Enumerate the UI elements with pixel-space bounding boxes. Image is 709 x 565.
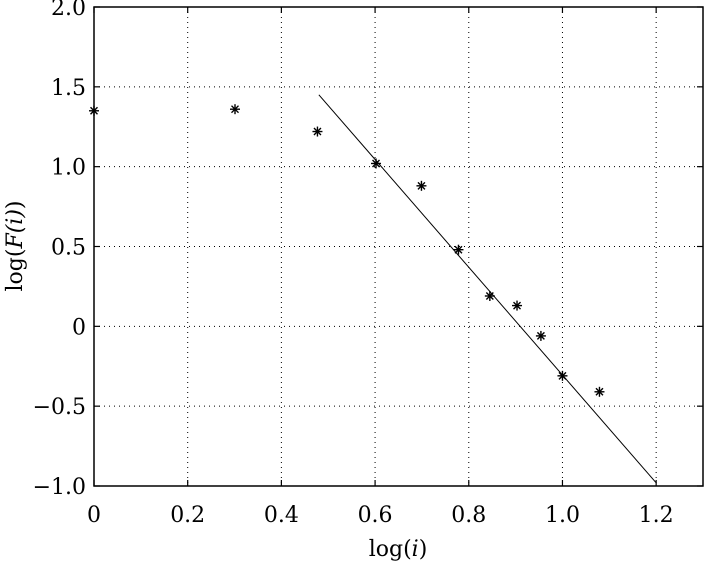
y-tick-label: −0.5 (33, 395, 86, 420)
data-point (371, 158, 382, 169)
x-tick-labels: 0 0.2 0.4 0.6 0.8 1.0 1.2 (87, 503, 674, 528)
x-axis-label: log(i) (369, 537, 428, 562)
y-tick-label: 1.5 (51, 76, 86, 101)
plot-frame (93, 6, 704, 487)
y-tick-label: −1.0 (33, 475, 86, 500)
data-point (594, 386, 605, 397)
axis-ticks (93, 6, 703, 487)
data-point (484, 290, 495, 301)
x-tick-label: 0.6 (358, 503, 393, 528)
y-tick-labels: 2.0 1.5 1.0 0.5 0 −0.5 −1.0 (33, 0, 86, 500)
x-tick-label: 0.2 (170, 503, 205, 528)
x-tick-label: 0.8 (451, 503, 486, 528)
data-point (312, 126, 323, 137)
x-tick-label: 1.0 (545, 503, 580, 528)
x-tick-label: 0.4 (264, 503, 299, 528)
y-tick-label: 0 (72, 315, 86, 340)
y-tick-label: 2.0 (51, 0, 86, 21)
data-point (453, 244, 464, 255)
y-tick-label: 0.5 (51, 236, 86, 261)
x-tick-label: 1.2 (639, 503, 674, 528)
y-axis-label: log(F(i)) (3, 200, 28, 291)
y-tick-label: 1.0 (51, 156, 86, 181)
grid-lines (94, 7, 703, 486)
fit-line (318, 94, 657, 484)
data-point (230, 104, 241, 115)
data-point (416, 180, 427, 191)
data-point (557, 370, 568, 381)
data-point (89, 105, 99, 116)
data-point (535, 330, 546, 341)
data-point (512, 300, 523, 311)
data-points (89, 104, 605, 397)
x-tick-label: 0 (87, 503, 101, 528)
